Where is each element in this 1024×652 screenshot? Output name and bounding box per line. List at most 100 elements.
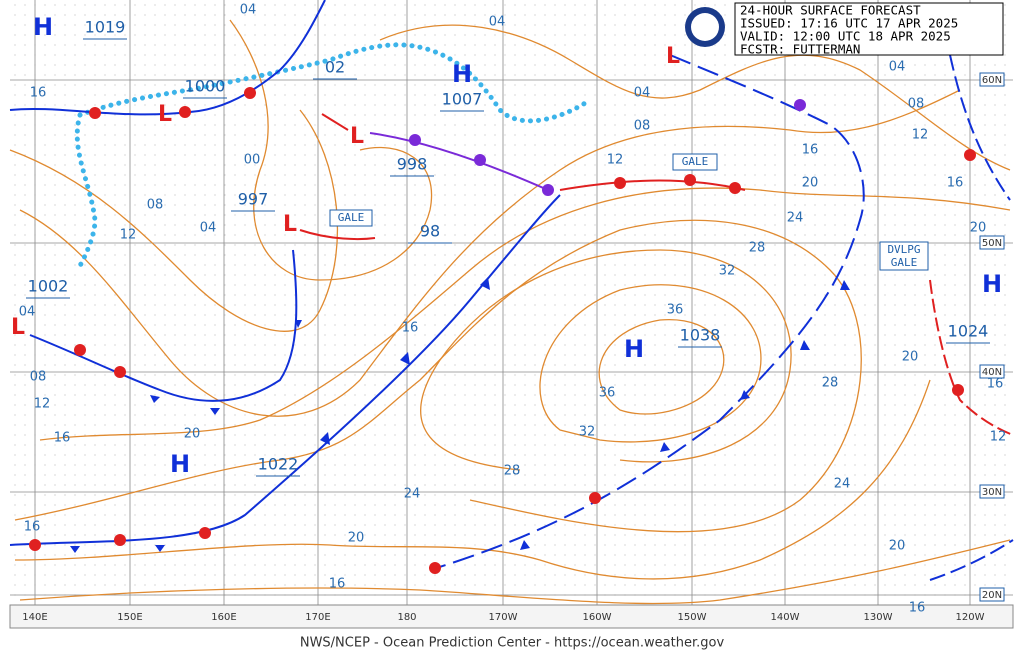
pressure-label: 998 (397, 155, 428, 174)
isobar-label: 08 (30, 370, 47, 385)
isobar-label: 16 (329, 577, 346, 592)
longitude-label: 130W (864, 612, 893, 623)
longitude-label: 170W (489, 612, 518, 623)
latitude-label: 50N (982, 238, 1002, 249)
isobar-label: 00 (244, 153, 261, 168)
isobars (9, 19, 1011, 605)
longitude-label: 170E (305, 612, 330, 623)
label-box (329, 209, 373, 227)
pressure-label: 1019 (85, 18, 126, 37)
isobar-label: 04 (200, 221, 217, 236)
isobar-label: 08 (908, 97, 925, 112)
latitude-label: 40N (982, 367, 1002, 378)
isobar-label: 12 (912, 128, 929, 143)
gale-label: GALE (891, 256, 918, 269)
isobar-label: 04 (240, 3, 257, 18)
isobar-label: 20 (889, 539, 906, 554)
label-box (979, 587, 1005, 602)
longitude-label: 160W (583, 612, 612, 623)
pressure-label: 997 (238, 190, 269, 209)
header-line: VALID: 12:00 UTC 18 APR 2025 (740, 29, 951, 44)
isobar-label: 12 (120, 228, 137, 243)
pressure-label: 1038 (680, 326, 721, 345)
isobar-label: 04 (19, 305, 36, 320)
isobar-label: 20 (902, 350, 919, 365)
label-box (879, 241, 929, 271)
graticule (10, 0, 1013, 605)
high-center: H (170, 450, 190, 478)
pressure-label: 1007 (442, 90, 483, 109)
low-center: L (666, 44, 680, 69)
label-box (672, 153, 718, 171)
front-symbols (29, 87, 976, 574)
pressure-label: 98 (420, 222, 440, 241)
pressure-label: 1000 (185, 77, 226, 96)
longitude-label: 180 (397, 612, 416, 623)
isobar-label: 20 (348, 531, 365, 546)
label-box (979, 235, 1005, 250)
isobar-label: 16 (30, 86, 47, 101)
isobar-label: 24 (404, 487, 421, 502)
isobar-label: 32 (719, 264, 736, 279)
pressure-label: 1024 (948, 322, 989, 341)
latitude-label: 30N (982, 487, 1002, 498)
header-line: 24-HOUR SURFACE FORECAST (740, 3, 921, 18)
high-center: H (452, 60, 472, 88)
isobar-label: 24 (787, 211, 804, 226)
pressure-label: 02 (325, 58, 345, 77)
fronts (9, 0, 1014, 581)
low-center: L (350, 124, 364, 149)
noaa-logo-inner (691, 13, 719, 41)
isobar-label: 04 (634, 86, 651, 101)
latitude-label: 60N (982, 75, 1002, 86)
label-box (979, 484, 1005, 499)
lon-strip (9, 604, 1014, 629)
high-center: H (982, 270, 1002, 298)
high-center: H (624, 335, 644, 363)
longitude-label: 150W (678, 612, 707, 623)
isobar-label: 16 (24, 520, 41, 535)
isobar-label: 36 (667, 303, 684, 318)
label-box (979, 364, 1005, 379)
isobar-label: 08 (634, 119, 651, 134)
pressure-label: 1022 (258, 455, 299, 474)
gale-label: DVLPG (887, 243, 920, 256)
isobar-label: 20 (184, 427, 201, 442)
isobar-label: 04 (489, 15, 506, 30)
latitude-label: 20N (982, 590, 1002, 601)
map-background (10, 0, 1013, 632)
isobar-label: 28 (822, 376, 839, 391)
gale-label: GALE (338, 211, 365, 224)
longitude-label: 160E (211, 612, 236, 623)
high-center: H (33, 13, 53, 41)
label-box (979, 72, 1005, 87)
isobar-label: 16 (802, 143, 819, 158)
footer: NWS/NCEP - Ocean Prediction Center - htt… (300, 636, 725, 651)
isobar-label: 16 (987, 377, 1004, 392)
isobar-label: 12 (34, 397, 51, 412)
isobar-label: 16 (54, 431, 71, 446)
isobar-label: 08 (147, 198, 164, 213)
low-center: L (283, 212, 297, 237)
pressure-label: 1002 (28, 277, 69, 296)
longitude-label: 150E (117, 612, 142, 623)
isobar-label: 16 (909, 601, 926, 616)
header-box (734, 2, 1004, 56)
isobar-label: 32 (579, 425, 596, 440)
isobar-label: 12 (607, 153, 624, 168)
longitude-label: 140W (771, 612, 800, 623)
header-line: ISSUED: 17:16 UTC 17 APR 2025 (740, 16, 958, 31)
ice-edge (74, 42, 593, 273)
isobar-label: 20 (802, 176, 819, 191)
isobar-label: 04 (889, 60, 906, 75)
isobar-label: 28 (504, 464, 521, 479)
isobar-label: 20 (970, 221, 987, 236)
low-center: L (158, 102, 172, 127)
isobar-label: 16 (402, 321, 419, 336)
isobar-label: 24 (834, 477, 851, 492)
low-center: L (11, 315, 25, 340)
isobar-label: 36 (599, 386, 616, 401)
